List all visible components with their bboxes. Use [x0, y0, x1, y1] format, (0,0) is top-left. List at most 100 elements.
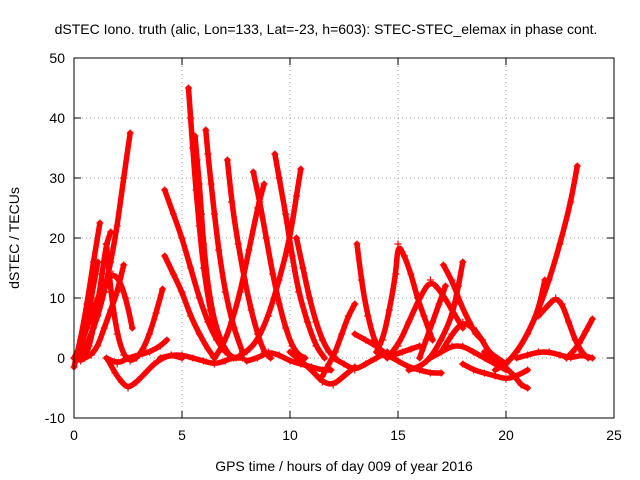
- x-tick-label: 5: [178, 427, 186, 443]
- data-point: [247, 306, 255, 314]
- x-tick-label: 10: [282, 427, 298, 443]
- y-axis-label: dSTEC / TECUs: [6, 187, 22, 289]
- data-point: [502, 360, 510, 368]
- data-point: [178, 234, 186, 242]
- data-point: [448, 312, 456, 320]
- series-24-track: [319, 301, 358, 379]
- data-point: [135, 351, 143, 359]
- data-point: [524, 351, 532, 359]
- data-point: [107, 288, 115, 296]
- data-point: [422, 336, 430, 344]
- data-point: [308, 363, 316, 371]
- data-point: [271, 150, 279, 158]
- data-point: [275, 174, 283, 182]
- data-point: [275, 276, 283, 284]
- data-point: [582, 327, 590, 335]
- data-point: [325, 360, 333, 368]
- data-point: [210, 360, 218, 368]
- data-point: [524, 366, 532, 374]
- data-point: [204, 282, 212, 290]
- data-point: [437, 348, 445, 356]
- data-point: [429, 336, 437, 344]
- data-point: [286, 348, 294, 356]
- data-point: [100, 324, 108, 332]
- data-point: [362, 360, 370, 368]
- data-point: [398, 348, 406, 356]
- data-point: [126, 129, 134, 137]
- data-point: [98, 270, 106, 278]
- data-point: [156, 354, 164, 362]
- data-point: [394, 342, 402, 350]
- data-point: [513, 348, 521, 356]
- data-point: [204, 345, 212, 353]
- data-point: [76, 342, 84, 350]
- data-point: [210, 354, 218, 362]
- x-tick-label: 15: [390, 427, 406, 443]
- data-point: [405, 318, 413, 326]
- series-14-track: [192, 133, 235, 361]
- series-15-track: [203, 127, 246, 355]
- data-point: [351, 366, 359, 374]
- data-point: [92, 270, 100, 278]
- data-point: [573, 162, 581, 170]
- data-point: [210, 318, 218, 326]
- data-point: [161, 252, 169, 260]
- data-point: [124, 354, 132, 362]
- data-point: [163, 336, 171, 344]
- series-6-track: [103, 241, 166, 363]
- series-5-points: [81, 261, 128, 362]
- data-point: [303, 318, 311, 326]
- data-point: [288, 342, 296, 350]
- series-38-track: [503, 163, 581, 367]
- data-point: [588, 315, 596, 323]
- series-40-points: [534, 294, 592, 362]
- data-point: [254, 336, 262, 344]
- y-tick-label: 50: [49, 50, 65, 66]
- data-point: [318, 336, 326, 344]
- series-20-track: [233, 166, 304, 361]
- data-point: [262, 234, 270, 242]
- data-point: [275, 300, 283, 308]
- data-point: [435, 300, 443, 308]
- data-point: [96, 219, 104, 227]
- x-tick-label: 25: [606, 427, 622, 443]
- data-point: [491, 372, 499, 380]
- data-point: [362, 336, 370, 344]
- data-point: [94, 258, 102, 266]
- data-point: [459, 342, 467, 350]
- data-point: [195, 294, 203, 302]
- data-point: [178, 351, 186, 359]
- data-point: [105, 357, 113, 365]
- data-point: [187, 264, 195, 272]
- data-point: [442, 282, 450, 290]
- data-point: [392, 270, 400, 278]
- series-28-points: [372, 240, 437, 356]
- data-point: [545, 276, 553, 284]
- data-point: [215, 246, 223, 254]
- data-point: [120, 261, 128, 269]
- data-point: [236, 288, 244, 296]
- data-point: [344, 312, 352, 320]
- data-point: [513, 354, 521, 362]
- data-point: [416, 363, 424, 371]
- data-point: [457, 300, 465, 308]
- data-point: [118, 378, 126, 386]
- data-point: [245, 246, 253, 254]
- data-point: [254, 354, 262, 362]
- data-point: [459, 360, 467, 368]
- data-point: [426, 354, 434, 362]
- data-point: [120, 174, 128, 182]
- data-point: [87, 351, 95, 359]
- data-point: [416, 294, 424, 302]
- data-point: [318, 378, 326, 386]
- data-point: [575, 339, 583, 347]
- data-point: [146, 330, 154, 338]
- series-24-points: [318, 300, 359, 380]
- data-point: [102, 276, 110, 284]
- data-point: [524, 330, 532, 338]
- data-point: [340, 372, 348, 380]
- data-point: [545, 348, 553, 356]
- data-point: [480, 354, 488, 362]
- data-series: [70, 84, 596, 392]
- data-point: [565, 318, 573, 326]
